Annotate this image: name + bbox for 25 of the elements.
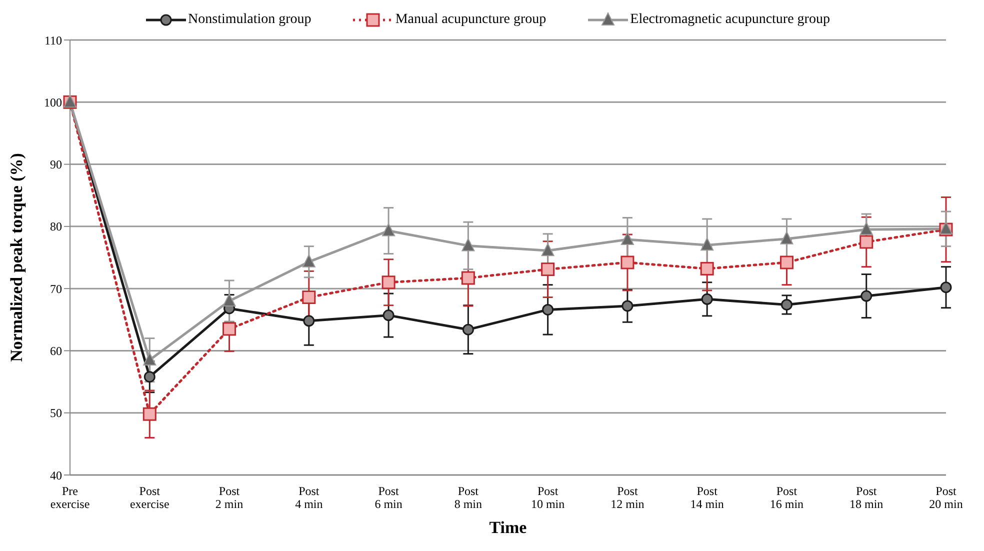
x-tick-label: Post 6 min [374, 484, 402, 511]
y-tick-label: 80 [50, 220, 62, 234]
y-tick-label: 70 [50, 282, 62, 296]
y-tick-label: 110 [44, 33, 62, 48]
x-tick-label: Post 2 min [215, 484, 244, 511]
x-tick-label: Post 4 min [295, 484, 323, 511]
x-tick-label: Post 8 min [454, 484, 482, 511]
x-tick-label: Post 12 min [610, 484, 644, 511]
x-axis-title: Time [489, 518, 528, 537]
y-tick-label: 90 [50, 158, 62, 172]
legend-label: Manual acupuncture group [395, 12, 546, 28]
x-tick-label: Post 14 min [690, 484, 724, 511]
x-tick-label: Post 16 min [770, 484, 804, 511]
y-tick-label: 60 [50, 344, 62, 358]
y-tick-label: 40 [50, 468, 62, 482]
x-tick-label: Post 18 min [850, 484, 884, 511]
y-tick-label: 100 [44, 95, 62, 110]
legend-label: Electromagnetic acupuncture group [630, 12, 830, 28]
x-tick-label: Pre exercise [50, 484, 90, 511]
x-tick-label: Post exercise [130, 484, 170, 511]
x-tick-label: Post 20 min [929, 484, 963, 511]
x-tick-label: Post 10 min [530, 484, 565, 511]
y-axis-title: Normalized peak torque (%) [7, 153, 26, 362]
legend-label: Nonstimulation group [188, 12, 312, 28]
y-tick-label: 50 [50, 406, 62, 420]
